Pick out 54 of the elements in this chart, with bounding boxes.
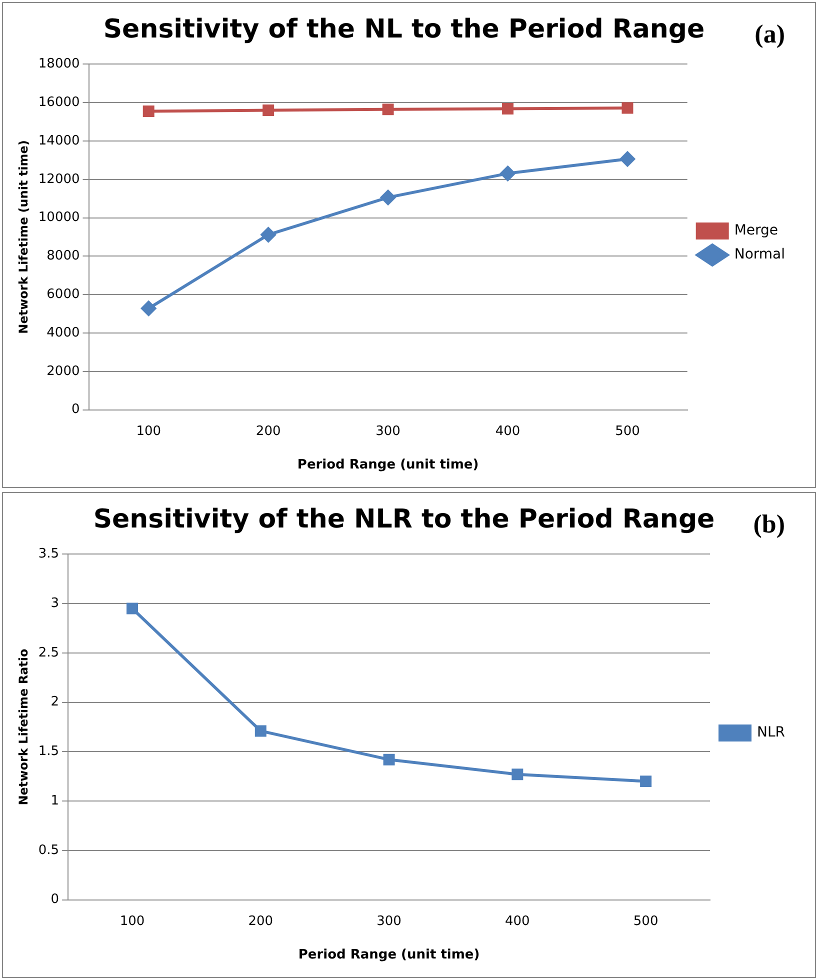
y-tick-label: 2 (50, 694, 60, 710)
y-tick-label: 3 (50, 596, 60, 611)
y-axis-title: Network Lifetime Ratio (16, 648, 30, 806)
x-tick-label: 400 (505, 914, 530, 929)
point (141, 300, 156, 316)
y-tick-label: 18000 (38, 56, 80, 72)
y-tick-label: 0.5 (38, 842, 60, 858)
point (380, 190, 396, 205)
point (126, 602, 138, 614)
x-tick-label: 100 (136, 424, 162, 439)
y-axis-title: Network Lifetime (unit time) (16, 140, 30, 334)
point (500, 166, 516, 181)
x-axis-title: Period Range (unit time) (297, 458, 479, 473)
legend-label: NLR (757, 724, 786, 741)
y-tick-label: 2000 (46, 364, 80, 379)
point (142, 106, 154, 117)
x-tick-label: 200 (248, 914, 274, 929)
point (254, 725, 266, 737)
y-tick-label: 10000 (38, 210, 80, 226)
x-tick-label: 200 (256, 424, 281, 439)
y-tick-label: 12000 (38, 172, 80, 187)
y-tick-label: 4000 (46, 325, 80, 340)
point (622, 102, 634, 114)
y-tick-label: 6000 (46, 286, 80, 302)
y-tick-label: 2.5 (38, 645, 60, 660)
y-tick-label: 3.5 (38, 546, 60, 562)
point (512, 768, 524, 780)
x-tick-label: 500 (615, 424, 640, 439)
y-tick-label: 1 (50, 793, 60, 808)
point (260, 227, 276, 242)
legend-label: Normal (734, 246, 785, 263)
text: (a) (754, 20, 785, 49)
y-tick-label: 1.5 (38, 744, 60, 760)
y-tick-label: 0 (71, 402, 80, 418)
x-tick-label: 300 (376, 424, 400, 439)
x-tick-label: 100 (120, 914, 145, 929)
y-tick-label: 14000 (38, 133, 80, 148)
point (640, 776, 652, 788)
point (383, 754, 395, 766)
text: (b) (753, 510, 785, 539)
y-tick-label: 8000 (46, 248, 80, 264)
point (382, 104, 394, 116)
point (620, 152, 635, 167)
y-tick-label: 16000 (38, 94, 80, 110)
legend-label: Merge (734, 222, 778, 239)
x-tick-label: 400 (495, 424, 520, 439)
x-axis-title: Period Range (unit time) (298, 948, 480, 963)
y-tick-label: 0 (50, 892, 60, 908)
x-tick-label: 500 (633, 914, 658, 929)
x-tick-label: 300 (376, 914, 402, 929)
point (502, 103, 514, 114)
chart-title: Sensitivity of the NLR to the Period Range (93, 504, 715, 534)
point (262, 104, 274, 116)
chart-title: Sensitivity of the NL to the Period Range (103, 14, 705, 44)
